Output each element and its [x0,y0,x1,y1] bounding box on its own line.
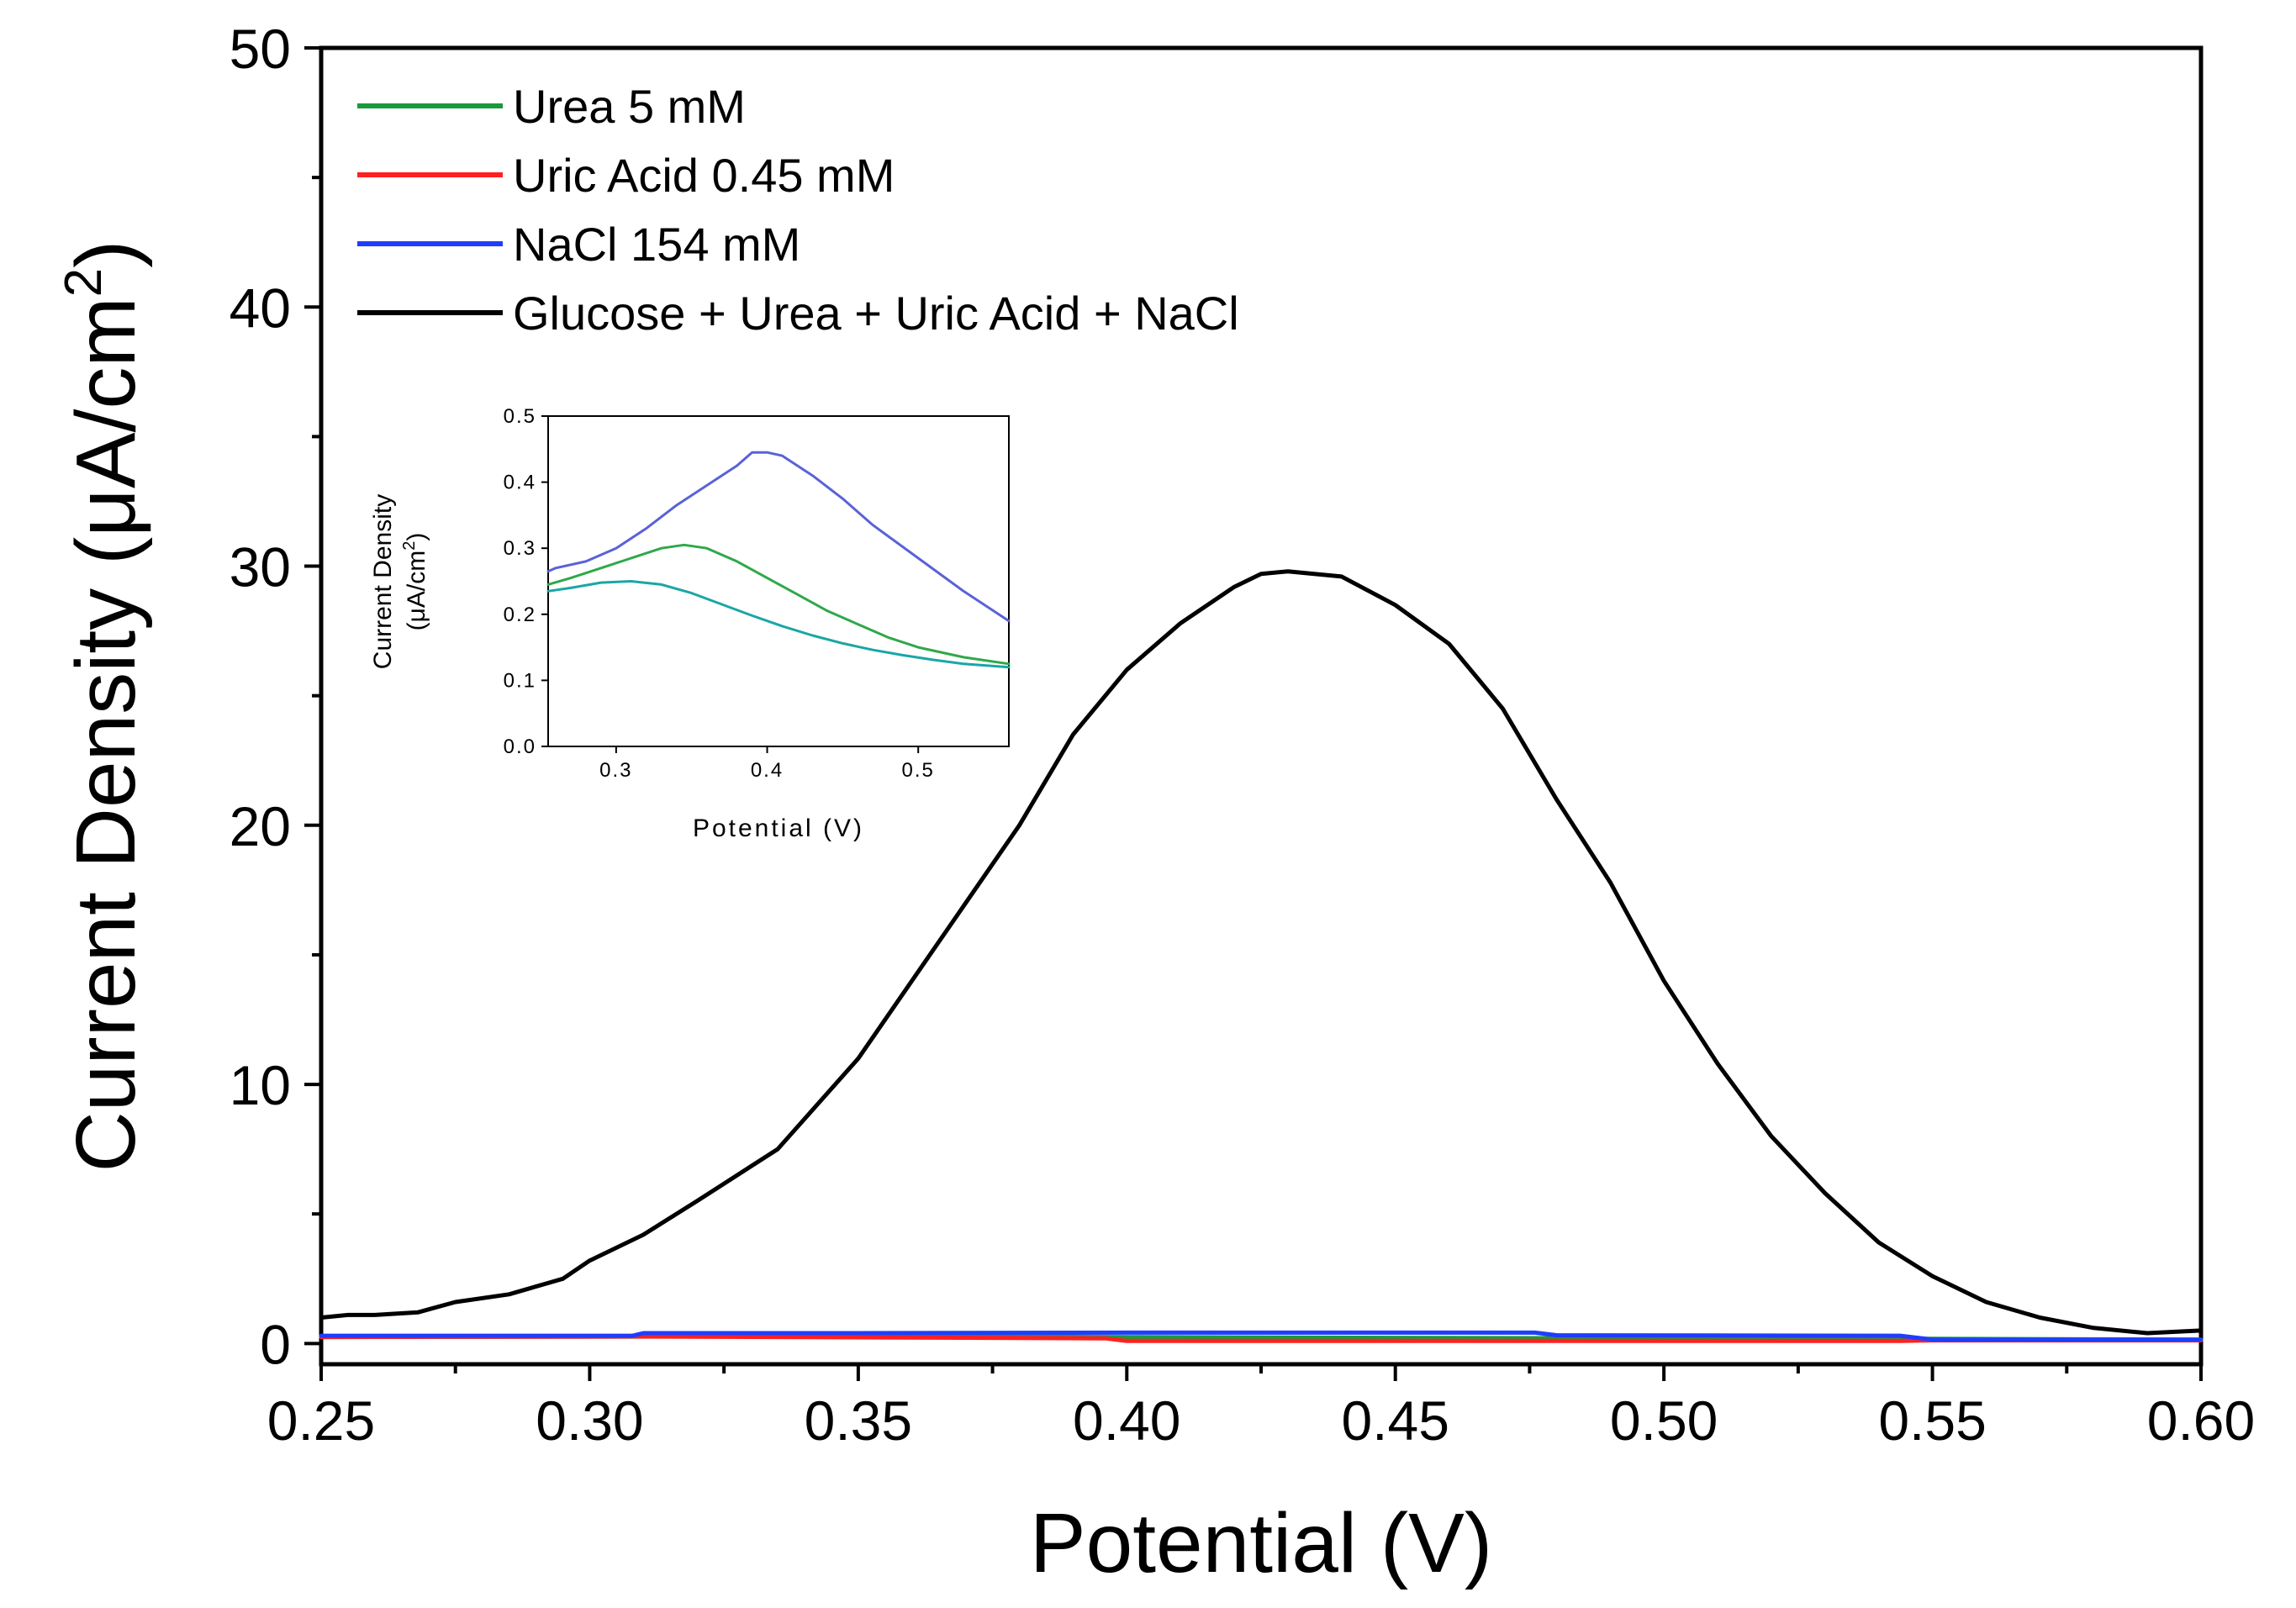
main-y-tick-label: 30 [230,536,291,598]
inset-y-tick-label: 0.4 [504,472,536,494]
main-y-tick-label: 10 [230,1054,291,1116]
inset-y-axis: 0.0 0.1 0.2 0.3 0.4 0.5 [504,405,548,758]
main-y-axis: 0 10 20 30 40 50 [230,18,321,1375]
main-y-axis-title-close: ) [59,240,153,268]
main-y-tick-label: 0 [260,1313,291,1375]
inset-y-axis-title-sup: 2 [400,541,419,551]
main-series-group [319,569,2204,1343]
inset-y-tick-label: 0.3 [504,537,536,560]
main-series-nacl-154-mm [319,1330,2204,1342]
legend-label-urea-5-mm: Urea 5 mM [513,80,746,133]
main-x-tick-label: 0.55 [1878,1389,1986,1452]
inset-series-urea-5-mm [546,543,1011,666]
inset-x-tick-label: 0.3 [599,759,632,782]
inset-x-tick-label: 0.5 [902,759,935,782]
main-x-axis: 0.25 0.30 0.35 0.40 0.45 0.50 0.55 0.60 [267,1364,2255,1452]
inset-y-tick-label: 0.5 [504,405,536,428]
main-x-axis-title: Potential (V) [1030,1496,1492,1590]
inset-y-tick-label: 0.0 [504,735,536,758]
inset-y-tick-label: 0.2 [504,604,536,626]
legend: Urea 5 mM Uric Acid 0.45 mM NaCl 154 mM Glu… [349,76,1492,353]
main-y-axis-title: Current Density (μA/cm2) [55,240,153,1173]
main-y-tick-label: 40 [230,277,291,339]
inset-y-axis-title-line2: (μA/cm2) [400,533,430,631]
legend-label-glucose-urea-uric-acid-nacl: Glucose + Urea + Uric Acid + NaCl [513,287,1239,340]
legend-label-uric-acid-0-45-mm: Uric Acid 0.45 mM [513,149,895,202]
inset-y-axis-title-text: (μA/cm [403,551,430,631]
main-x-tick-label: 0.25 [267,1389,375,1452]
main-x-tick-label: 0.40 [1073,1389,1180,1452]
main-y-axis-title-text: Current Density (μA/cm [59,297,153,1172]
inset-series-uric-acid-0-45-mm [546,580,1011,669]
inset-series-nacl-154-mm [546,451,1011,623]
legend-label-nacl-154-mm: NaCl 154 mM [513,218,800,271]
main-x-tick-label: 0.35 [805,1389,912,1452]
inset-y-axis-title-close: ) [403,533,430,541]
main-x-tick-label: 0.45 [1341,1389,1449,1452]
main-x-tick-label: 0.50 [1610,1389,1718,1452]
inset-y-tick-label: 0.1 [504,669,536,692]
main-x-tick-label: 0.60 [2147,1389,2255,1452]
main-y-tick-label: 50 [230,18,291,80]
main-y-tick-label: 20 [230,795,291,857]
main-series-glucose-urea-uric-acid-nacl [319,569,2204,1336]
inset-series-group [546,451,1011,669]
inset-y-axis-title-line1: Current Density [369,494,397,669]
inset-x-axis: 0.3 0.4 0.5 [599,746,935,782]
main-x-tick-label: 0.30 [536,1389,643,1452]
main-y-axis-title-sup: 2 [55,268,113,297]
inset-plot: 0.3 0.4 0.5 0.0 0.1 0.2 0.3 0.4 0.5 Potential (… [369,405,1011,842]
inset-x-axis-title: Potential (V) [693,815,864,842]
legend-background [349,76,1492,353]
inset-x-tick-label: 0.4 [751,759,784,782]
